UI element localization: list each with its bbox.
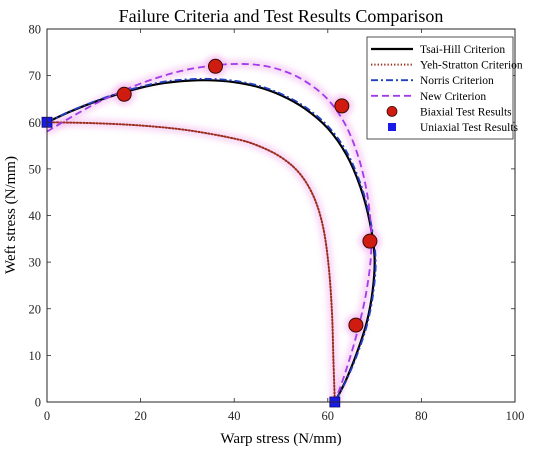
legend-label: New Criterion <box>420 91 486 103</box>
series-line-norris-criterion <box>46 77 377 403</box>
y-tick-label: 10 <box>29 349 42 363</box>
legend-box <box>366 36 514 140</box>
x-tick-label: 60 <box>322 409 335 423</box>
biaxial-point <box>207 58 223 74</box>
y-tick-label: 40 <box>29 209 42 223</box>
legend-item-biaxial-test-results: Biaxial Test Results <box>386 106 512 118</box>
legend-swatch <box>386 106 398 117</box>
x-tick-label: 100 <box>506 409 525 423</box>
y-axis-ticks: 0 10 20 30 40 50 60 70 80 <box>29 23 515 410</box>
biaxial-point <box>116 86 132 102</box>
x-tick-label: 80 <box>415 409 428 423</box>
legend-label: Tsai-Hill Criterion <box>420 44 505 56</box>
y-tick-label: 70 <box>29 69 42 83</box>
series-line-yeh-stratton-criterion <box>46 121 336 403</box>
legend-label: Yeh-Stratton Criterion <box>420 60 523 72</box>
biaxial-point <box>334 98 350 114</box>
legend-label: Uniaxial Test Results <box>420 122 519 134</box>
legend-label: Norris Criterion <box>420 75 494 87</box>
x-tick-label: 40 <box>228 409 241 423</box>
y-tick-label: 30 <box>29 256 42 270</box>
legend-item-norris-criterion: Norris Criterion <box>371 75 494 87</box>
y-tick-label: 20 <box>29 302 42 316</box>
legend-item-uniaxial-test-results: Uniaxial Test Results <box>388 122 519 134</box>
x-axis-ticks: 0 20 40 60 80 100 <box>44 29 525 423</box>
y-tick-label: 80 <box>29 23 42 37</box>
x-axis-label: Warp stress (N/mm) <box>220 431 341 447</box>
y-tick-label: 0 <box>35 396 41 410</box>
x-tick-label: 20 <box>134 409 147 423</box>
marker-layer <box>41 58 378 408</box>
legend-item-new-criterion: New Criterion <box>371 91 486 103</box>
y-tick-label: 60 <box>29 116 42 130</box>
legend-item-yeh-stratton-criterion: Yeh-Stratton Criterion <box>371 60 523 72</box>
biaxial-point <box>362 233 378 249</box>
legend-swatch <box>388 123 396 131</box>
y-axis-label: Weft stress (N/mm) <box>3 156 19 274</box>
series-line-new-criterion <box>46 63 373 403</box>
legend-items: Tsai-Hill Criterion Yeh-Stratton Criterio… <box>371 44 523 134</box>
legend: Tsai-Hill Criterion Yeh-Stratton Criterio… <box>366 36 523 140</box>
biaxial-point <box>348 317 364 333</box>
x-tick-label: 0 <box>44 409 50 423</box>
legend-item-tsai-hill-criterion: Tsai-Hill Criterion <box>371 44 505 56</box>
pink-glow-layer <box>44 55 381 404</box>
legend-label: Biaxial Test Results <box>420 106 512 118</box>
chart-title: Failure Criteria and Test Results Compar… <box>119 6 444 26</box>
y-tick-label: 50 <box>29 162 42 176</box>
